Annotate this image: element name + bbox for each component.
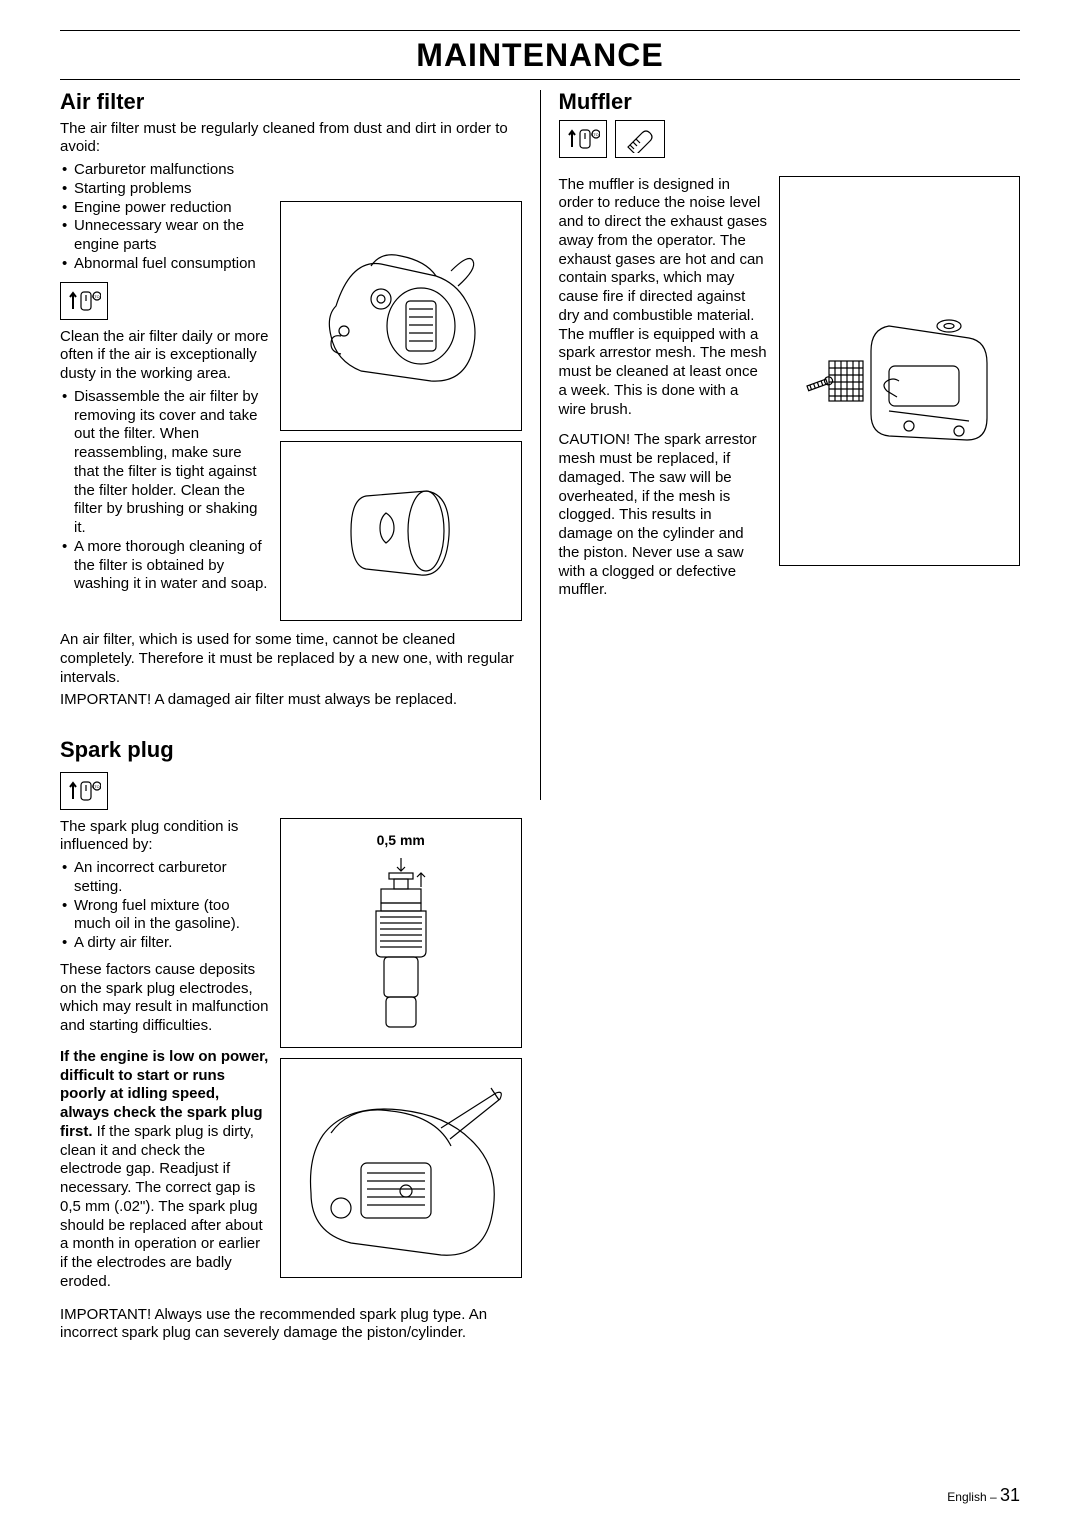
engine-top-svg xyxy=(291,1073,511,1263)
air-filter-avoid-list: Carburetor malfunctions Starting problem… xyxy=(60,161,270,274)
air-filter-steps: Disassemble the air filter by removing i… xyxy=(60,388,270,594)
air-filter-element-svg xyxy=(331,471,471,591)
list-item: Engine power reduction xyxy=(60,199,270,218)
svg-text:STOP: STOP xyxy=(92,784,101,789)
saw-body-svg xyxy=(311,231,491,401)
spark-plug-important: IMPORTANT! Always use the recommended sp… xyxy=(60,1306,522,1344)
muffler-icons: STOP xyxy=(559,120,1021,166)
muffler-figure-wrap xyxy=(779,176,1021,566)
list-item: Disassemble the air filter by removing i… xyxy=(60,388,270,538)
air-filter-element-illustration xyxy=(280,441,522,621)
list-item: A more thorough cleaning of the filter i… xyxy=(60,538,270,594)
muffler-row: The muffler is designed in order to redu… xyxy=(559,176,1021,605)
spark-plug-heading: Spark plug xyxy=(60,736,522,764)
muffler-para2: CAUTION! The spark arrestor mesh must be… xyxy=(559,431,769,600)
footer-lang: English – xyxy=(947,1490,1000,1504)
air-filter-clean-para: Clean the air filter daily or more often… xyxy=(60,328,270,384)
spark-plug-para2: These factors cause deposits on the spar… xyxy=(60,961,270,1036)
muffler-text-col: The muffler is designed in order to redu… xyxy=(559,176,769,605)
brush-icon xyxy=(615,120,665,158)
footer-page-number: 31 xyxy=(1000,1485,1020,1505)
page-title-wrap: MAINTENANCE xyxy=(60,30,1020,80)
air-filter-heading: Air filter xyxy=(60,88,522,116)
left-column: Air filter The air filter must be regula… xyxy=(60,88,522,1347)
air-filter-note: An air filter, which is used for some ti… xyxy=(60,631,522,687)
list-item: Wrong fuel mixture (too much oil in the … xyxy=(60,897,270,935)
spark-plug-bold-para: If the engine is low on power, difficult… xyxy=(60,1048,270,1292)
stop-switch-icon: STOP xyxy=(60,772,108,810)
muffler-svg xyxy=(799,271,999,471)
muffler-illustration xyxy=(779,176,1021,566)
spark-plug-figures: 0,5 mm xyxy=(280,818,522,1278)
saw-body-illustration xyxy=(280,201,522,431)
right-column: Muffler STOP The muffler is designed in … xyxy=(559,88,1021,1347)
list-item: Abnormal fuel consumption xyxy=(60,255,270,274)
list-item: An incorrect carburetor setting. xyxy=(60,859,270,897)
muffler-heading: Muffler xyxy=(559,88,1021,116)
air-filter-avoid-block: Carburetor malfunctions Starting problem… xyxy=(60,161,270,602)
gap-label: 0,5 mm xyxy=(377,832,425,850)
spark-plug-row: The spark plug condition is influenced b… xyxy=(60,818,522,1296)
muffler-para1: The muffler is designed in order to redu… xyxy=(559,176,769,420)
list-item: A dirty air filter. xyxy=(60,934,270,953)
air-filter-important: IMPORTANT! A damaged air filter must alw… xyxy=(60,691,522,710)
page-title: MAINTENANCE xyxy=(60,35,1020,75)
two-column-layout: Air filter The air filter must be regula… xyxy=(60,88,1020,1347)
list-item: Starting problems xyxy=(60,180,270,199)
svg-text:STOP: STOP xyxy=(590,132,599,137)
spark-plug-svg xyxy=(326,853,476,1033)
spark-plug-after-bold: If the spark plug is dirty, clean it and… xyxy=(60,1123,263,1290)
spark-plug-gap-illustration: 0,5 mm xyxy=(280,818,522,1048)
air-filter-top-row: Carburetor malfunctions Starting problem… xyxy=(60,161,522,621)
stop-switch-icon: STOP xyxy=(60,282,108,320)
spark-plug-text-col: The spark plug condition is influenced b… xyxy=(60,818,270,1296)
page-footer: English – 31 xyxy=(947,1484,1020,1507)
stop-switch-icon: STOP xyxy=(559,120,607,158)
svg-text:STOP: STOP xyxy=(92,294,101,299)
column-divider xyxy=(540,90,541,800)
list-item: Carburetor malfunctions xyxy=(60,161,270,180)
air-filter-intro: The air filter must be regularly cleaned… xyxy=(60,120,522,158)
air-filter-figures xyxy=(280,161,522,621)
spark-plug-location-illustration xyxy=(280,1058,522,1278)
list-item: Unnecessary wear on the engine parts xyxy=(60,217,270,255)
spark-plug-para1: The spark plug condition is influenced b… xyxy=(60,818,270,856)
spark-plug-list: An incorrect carburetor setting. Wrong f… xyxy=(60,859,270,953)
